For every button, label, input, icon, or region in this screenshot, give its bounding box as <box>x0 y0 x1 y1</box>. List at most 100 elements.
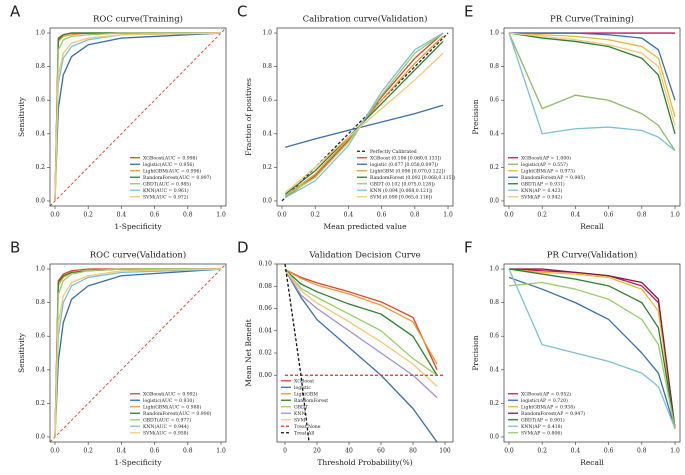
chart-title: ROC curve(Training) <box>93 14 183 25</box>
legend-label: SVM(AP = 0.806) <box>521 429 562 436</box>
x-tick-label: 0.0 <box>50 212 60 219</box>
chart-title: PR Curve(Validation) <box>547 250 637 261</box>
legend-label: logistic(AP = 0.720) <box>521 397 568 404</box>
x-tick-label: 0.2 <box>83 212 93 219</box>
panel-letter: B <box>10 239 20 257</box>
legend-label: RandomForest(AUC = 0.997) <box>143 174 212 181</box>
x-tick-label: 0.4 <box>117 212 127 219</box>
series-line <box>54 32 222 201</box>
plot-frame <box>49 27 227 207</box>
panel: F PR Curve(Validation) Recall Precision 0.0 0… <box>464 239 681 467</box>
y-tick-label: 0.4 <box>489 130 499 137</box>
y-tick-label: 0.06 <box>259 305 273 312</box>
series-line <box>54 268 222 437</box>
y-tick-label: 0.2 <box>262 164 272 171</box>
y-tick-label: 1.0 <box>35 30 45 37</box>
panel: C Calibration curve(Validation) Mean predi… <box>237 3 455 232</box>
y-tick-label: 1.0 <box>262 30 272 37</box>
legend-label: KNN(AUC = 0.944) <box>143 423 189 430</box>
legend-label: GBDT(AUC = 0.977) <box>143 416 191 423</box>
chart-title: Validation Decision Curve <box>308 251 420 261</box>
legend-label: GBDT(AP = 0.901) <box>521 416 565 423</box>
legend-label: KNN <box>294 411 305 417</box>
y-tick-label: 0.4 <box>35 130 45 137</box>
y-tick-label: 0.04 <box>259 327 273 334</box>
legend-label: SVM(AUC = 0.972) <box>143 193 189 200</box>
series-line <box>508 32 676 151</box>
legend-label: LightGBM(AUC = 0.988) <box>143 403 201 410</box>
legend-label: GBDT(AUC = 0.985) <box>143 180 191 187</box>
legend-label: LightGBM <box>294 391 318 397</box>
y-axis-label: Sensitivity <box>17 96 26 137</box>
y-tick-label: 0.6 <box>262 97 272 104</box>
panel-letter: E <box>464 3 473 21</box>
legend-label: LightGBM(AP = 0.938) <box>521 403 575 410</box>
y-tick-label: 0.6 <box>489 97 499 104</box>
series-line <box>508 268 676 429</box>
chart-title: Calibration curve(Validation) <box>303 14 428 25</box>
x-tick-label: 0.6 <box>604 212 614 219</box>
series-line <box>284 269 438 376</box>
plot-frame <box>49 263 227 443</box>
legend-label: RandomForest(AP = 0.985) <box>521 174 585 181</box>
legend-label: logistic(AP = 0.557) <box>521 161 568 168</box>
legend-label: GBDT(AP = 0.931) <box>521 180 565 187</box>
panel: B ROC curve(Validation) 1-Specificity Sensi… <box>10 239 227 467</box>
y-tick-label: 0.02 <box>259 350 273 357</box>
plot-frame <box>276 263 454 443</box>
series-line <box>284 40 444 195</box>
series-line <box>281 32 449 202</box>
y-tick-label: 1.0 <box>489 266 499 273</box>
y-tick-label: 0.0 <box>489 197 499 204</box>
x-tick-label: 0.8 <box>183 212 193 219</box>
y-tick-label: 0.0 <box>35 433 45 440</box>
x-tick-label: 0.4 <box>117 448 127 455</box>
legend-label: logistic (0.077 [0.058,0.097]) <box>370 161 438 168</box>
legend-label: GBDT (0.102 [0.075,0.128]) <box>370 180 435 187</box>
legend-label: Perfectly Calibrated <box>370 149 417 155</box>
x-tick-label: 0.2 <box>537 448 547 455</box>
x-axis-label: 1-Specificity <box>114 222 162 231</box>
series-line <box>284 269 438 376</box>
plot-frame <box>503 27 681 207</box>
series-line <box>508 32 676 101</box>
y-tick-label: 0.8 <box>35 63 45 70</box>
x-tick-label: 1.0 <box>216 212 226 219</box>
x-tick-label: 0.0 <box>277 212 287 219</box>
y-tick-label: 0.6 <box>35 97 45 104</box>
legend-label: XGBoost(AUC = 0.992) <box>143 390 197 397</box>
panel-letter: A <box>10 3 21 21</box>
plot-frame <box>503 263 681 443</box>
legend-label: RandomForest(AP = 0.947) <box>521 410 585 417</box>
x-tick-label: 0.6 <box>150 448 160 455</box>
x-axis-label: Mean predicted value <box>323 222 407 231</box>
legend-label: SVM (0.090 [0.065,0.116]) <box>370 193 432 200</box>
series-line <box>508 268 676 429</box>
legend-label: RandomForest(AUC = 0.990) <box>143 410 212 417</box>
y-tick-label: 0.0 <box>489 433 499 440</box>
y-tick-label: 0.00 <box>259 372 273 379</box>
x-tick-label: 40 <box>345 448 353 455</box>
x-tick-label: 0.8 <box>410 212 420 219</box>
legend-label: XGBoost(AP = 1.000) <box>521 154 571 161</box>
legend-label: XGBoost <box>294 378 314 384</box>
legend-label: KNN(AP = 0.418) <box>521 423 563 430</box>
y-tick-label: 0.6 <box>35 333 45 340</box>
series-line <box>508 32 676 134</box>
y-tick-label: 0.8 <box>489 63 499 70</box>
x-tick-label: 0.8 <box>637 448 647 455</box>
y-tick-label: 0.8 <box>489 299 499 306</box>
legend-label: RandomForest <box>294 398 328 404</box>
y-tick-label: 0.4 <box>262 130 272 137</box>
legend-label: Treat None <box>294 424 321 430</box>
series-line <box>284 269 438 387</box>
x-tick-label: 0.0 <box>504 212 514 219</box>
legend-label: LightGBM(AP = 0.973) <box>521 167 575 174</box>
y-tick-label: 0.2 <box>489 164 499 171</box>
series-line <box>54 268 222 437</box>
chart-title: PR Curve(Training) <box>550 14 634 25</box>
panel-letter: C <box>237 3 247 21</box>
y-tick-label: 0.0 <box>35 197 45 204</box>
x-tick-label: 1.0 <box>443 212 453 219</box>
series-line <box>508 32 676 118</box>
